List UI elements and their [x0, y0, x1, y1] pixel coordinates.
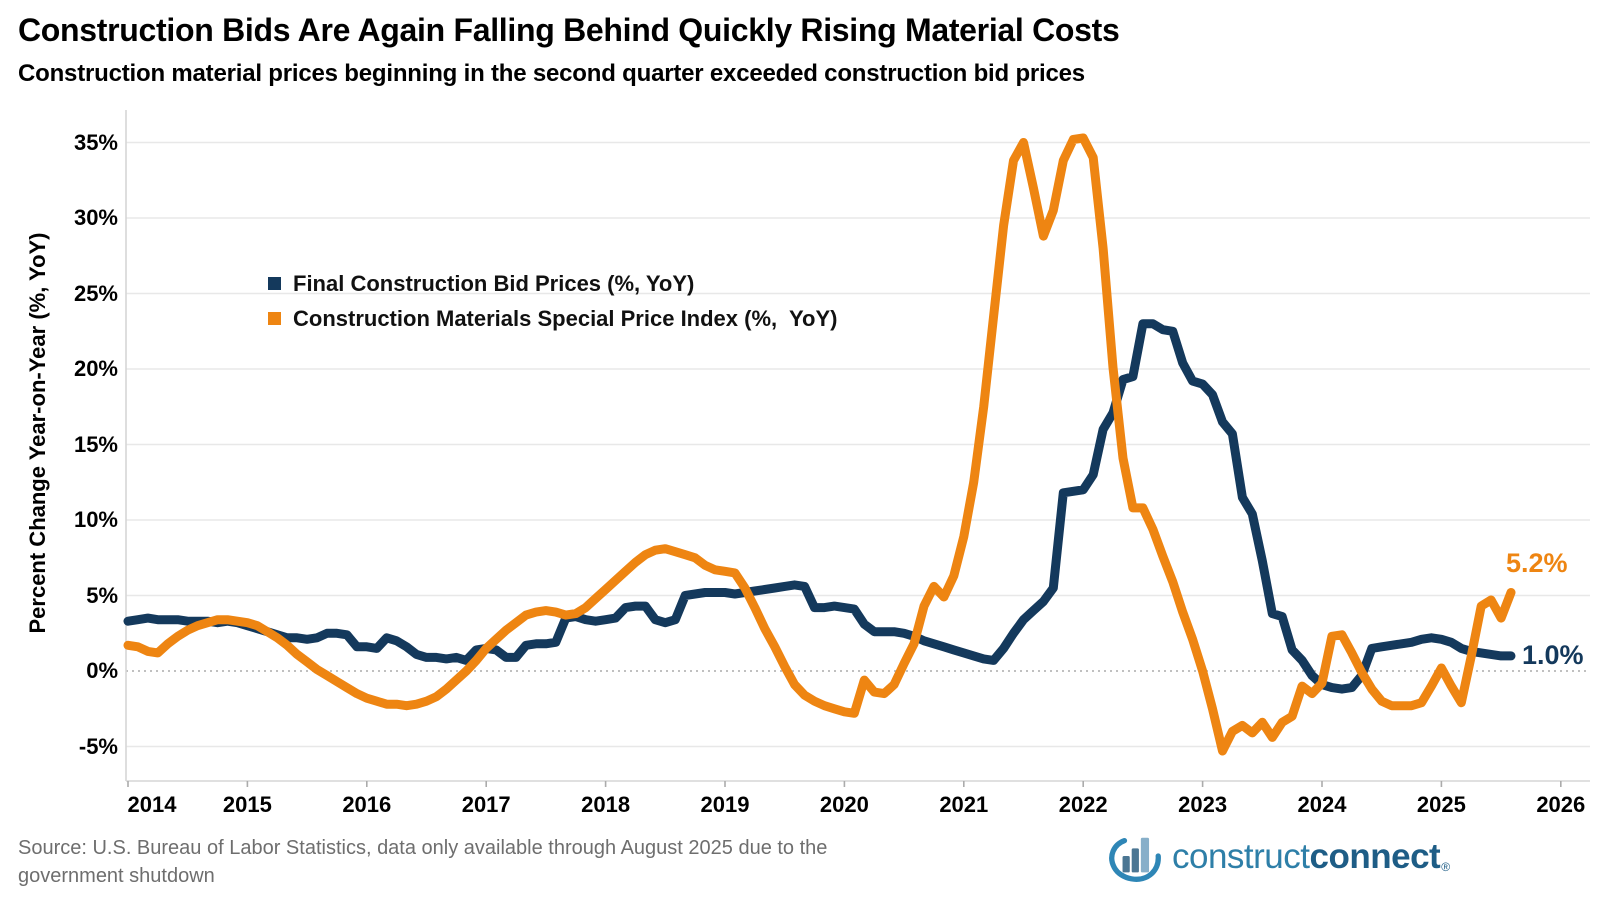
- x-tick-label: 2024: [1297, 792, 1347, 817]
- x-tick-label: 2015: [222, 792, 272, 817]
- y-tick-label: -5%: [78, 733, 118, 759]
- legend-swatch-bids: [268, 277, 281, 290]
- logo-text-construct: construct: [1172, 837, 1310, 876]
- logo-text-connect: connect: [1309, 837, 1441, 876]
- chart-subtitle: Construction material prices beginning i…: [18, 60, 1085, 87]
- legend: Final Construction Bid Prices (%, YoY) C…: [268, 266, 837, 336]
- x-tick-label: 2014: [127, 792, 177, 817]
- source-line-1: Source: U.S. Bureau of Labor Statistics,…: [18, 837, 828, 859]
- y-tick-label: 25%: [73, 280, 118, 306]
- legend-item-materials: Construction Materials Special Price Ind…: [268, 301, 837, 336]
- y-tick-label: 0%: [86, 658, 118, 683]
- series-line-bids: [123, 319, 1516, 694]
- x-tick-label: 2020: [819, 792, 869, 817]
- source-note: Source: U.S. Bureau of Labor Statistics,…: [18, 834, 978, 890]
- series-end-label-bids: 1.0%: [1522, 640, 1584, 670]
- bar-chart-swoosh-icon: [1109, 837, 1161, 882]
- x-tick-label: 2017: [461, 792, 511, 817]
- x-tick-label: 2025: [1416, 792, 1466, 817]
- x-tick-label: 2023: [1178, 792, 1228, 817]
- y-tick-label: 10%: [73, 507, 118, 532]
- chart-title: Construction Bids Are Again Falling Behi…: [18, 12, 1120, 48]
- registered-trademark-mark: ®: [1441, 860, 1451, 874]
- series-line-materials: [123, 133, 1516, 756]
- x-tick-label: 2019: [700, 792, 750, 817]
- y-tick-label: 20%: [73, 356, 118, 381]
- y-tick-label: 15%: [73, 431, 118, 457]
- legend-label-bids: Final Construction Bid Prices (%, YoY): [293, 270, 695, 296]
- legend-label-materials: Construction Materials Special Price Ind…: [293, 305, 838, 331]
- legend-swatch-materials: [268, 312, 281, 325]
- x-tick-label: 2018: [581, 792, 631, 817]
- y-tick-label: 35%: [73, 129, 118, 155]
- y-tick-label: 30%: [73, 205, 118, 230]
- legend-item-bids: Final Construction Bid Prices (%, YoY): [268, 266, 837, 301]
- y-tick-label: 5%: [86, 582, 118, 608]
- source-line-2: government shutdown: [18, 865, 215, 887]
- constructconnect-logo: construct connect ®: [1108, 830, 1451, 884]
- x-tick-label: 2016: [342, 792, 392, 817]
- x-tick-label: 2021: [939, 792, 989, 817]
- x-tick-label: 2022: [1058, 792, 1108, 817]
- x-tick-label: 2026: [1536, 792, 1586, 817]
- series-end-label-materials: 5.2%: [1506, 548, 1568, 578]
